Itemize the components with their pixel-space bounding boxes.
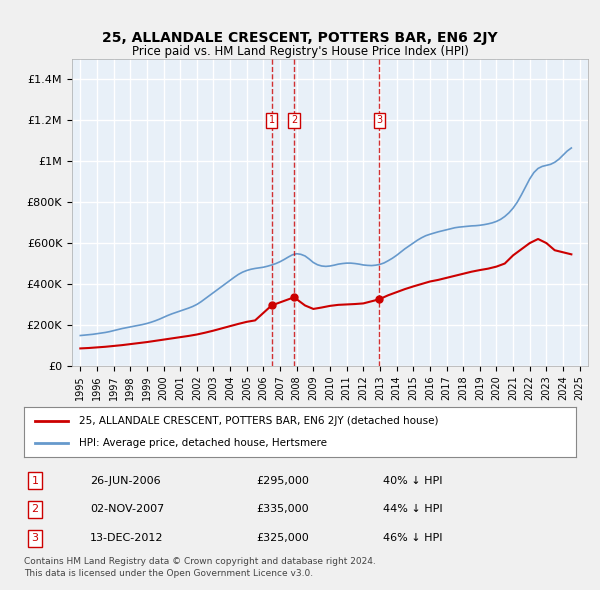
Text: 40% ↓ HPI: 40% ↓ HPI <box>383 476 442 486</box>
Text: HPI: Average price, detached house, Hertsmere: HPI: Average price, detached house, Hert… <box>79 438 327 448</box>
Text: 44% ↓ HPI: 44% ↓ HPI <box>383 504 442 514</box>
Text: This data is licensed under the Open Government Licence v3.0.: This data is licensed under the Open Gov… <box>24 569 313 578</box>
Text: 02-NOV-2007: 02-NOV-2007 <box>90 504 164 514</box>
Text: Contains HM Land Registry data © Crown copyright and database right 2024.: Contains HM Land Registry data © Crown c… <box>24 557 376 566</box>
Text: 13-DEC-2012: 13-DEC-2012 <box>90 533 164 543</box>
Text: 3: 3 <box>32 533 38 543</box>
Text: 26-JUN-2006: 26-JUN-2006 <box>90 476 161 486</box>
Text: 2: 2 <box>291 116 297 125</box>
Text: 1: 1 <box>269 116 275 125</box>
Text: £335,000: £335,000 <box>256 504 308 514</box>
Text: 1: 1 <box>32 476 38 486</box>
Text: 46% ↓ HPI: 46% ↓ HPI <box>383 533 442 543</box>
Text: Price paid vs. HM Land Registry's House Price Index (HPI): Price paid vs. HM Land Registry's House … <box>131 45 469 58</box>
Text: £295,000: £295,000 <box>256 476 309 486</box>
Text: 2: 2 <box>31 504 38 514</box>
Text: 25, ALLANDALE CRESCENT, POTTERS BAR, EN6 2JY (detached house): 25, ALLANDALE CRESCENT, POTTERS BAR, EN6… <box>79 416 439 426</box>
Text: 25, ALLANDALE CRESCENT, POTTERS BAR, EN6 2JY: 25, ALLANDALE CRESCENT, POTTERS BAR, EN6… <box>102 31 498 45</box>
Text: 3: 3 <box>376 116 382 125</box>
Text: £325,000: £325,000 <box>256 533 308 543</box>
